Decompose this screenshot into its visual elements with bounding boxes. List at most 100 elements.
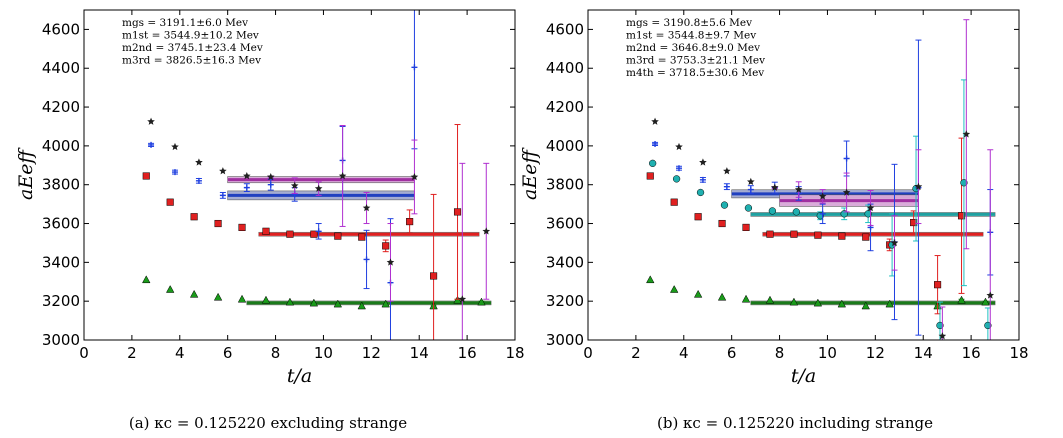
data-point bbox=[386, 258, 395, 266]
x-tick-label: 12 bbox=[866, 344, 885, 362]
data-point bbox=[357, 301, 366, 310]
chart-panel-a: 0 2 4 6 8 10 12 14 16 18 3000 3200 3400 3600 3800 4000 4… bbox=[15, 9, 525, 432]
data-point bbox=[189, 289, 199, 298]
data-point bbox=[148, 141, 155, 148]
data-point bbox=[333, 299, 343, 308]
x-tick-label: 2 bbox=[631, 344, 641, 362]
data-point bbox=[765, 295, 775, 304]
y-tick-label: 4200 bbox=[546, 98, 584, 116]
y-tick-label: 3200 bbox=[546, 292, 584, 310]
series-star bbox=[147, 117, 491, 340]
data-point bbox=[699, 158, 707, 166]
data-point bbox=[768, 207, 777, 215]
x-tick-label: 12 bbox=[362, 344, 381, 362]
caption-b: (b) κc = 0.125220 including strange bbox=[657, 414, 933, 432]
data-point bbox=[290, 181, 299, 189]
y-tick-label: 4400 bbox=[546, 59, 584, 77]
caption-a: (a) κc = 0.125220 excluding strange bbox=[129, 414, 407, 432]
x-tick-label: 8 bbox=[271, 344, 281, 362]
y-tick-label: 4000 bbox=[546, 137, 584, 155]
data-point bbox=[315, 228, 322, 235]
x-tick-label: 14 bbox=[410, 344, 429, 362]
data-point bbox=[243, 184, 250, 191]
data-point bbox=[430, 272, 438, 280]
y-tick-label: 4200 bbox=[42, 98, 80, 116]
data-point bbox=[362, 204, 371, 212]
mass-annotation: mgs = 3191.1±6.0 Mev bbox=[122, 17, 248, 29]
data-point bbox=[960, 179, 968, 187]
data-point bbox=[914, 182, 923, 190]
mass-annotation: m2nd = 3745.1±23.4 Mev bbox=[122, 42, 263, 54]
x-tick-label: 18 bbox=[1009, 344, 1028, 362]
mass-annotation: m1st = 3544.8±9.7 Mev bbox=[626, 30, 756, 42]
data-point bbox=[957, 212, 966, 220]
mass-annotation: m3rd = 3826.5±16.3 Mev bbox=[122, 55, 261, 67]
data-point bbox=[866, 204, 875, 212]
data-point bbox=[646, 275, 655, 284]
data-point bbox=[171, 169, 178, 176]
x-tick-label: 18 bbox=[505, 344, 524, 362]
data-point bbox=[885, 299, 894, 308]
data-point bbox=[309, 298, 319, 307]
data-point bbox=[262, 227, 270, 235]
data-point bbox=[696, 188, 705, 197]
y-tick-label: 3600 bbox=[42, 215, 80, 233]
data-point bbox=[842, 188, 851, 196]
data-point bbox=[694, 213, 702, 221]
y-tick-label: 3800 bbox=[546, 176, 584, 194]
data-point bbox=[363, 256, 370, 263]
data-point bbox=[458, 295, 467, 303]
data-point bbox=[789, 297, 799, 306]
mass-annotation: m3rd = 3753.3±21.1 Mev bbox=[626, 55, 765, 67]
data-point bbox=[766, 230, 774, 238]
series-square bbox=[646, 137, 966, 315]
data-point bbox=[814, 231, 822, 239]
y-tick-label: 3400 bbox=[42, 253, 80, 271]
fit-band-1 bbox=[258, 231, 480, 237]
data-point bbox=[338, 171, 347, 180]
mass-annotation: m2nd = 3646.8±9.0 Mev bbox=[626, 42, 760, 54]
x-tick-label: 0 bbox=[79, 344, 89, 362]
x-axis-label: t/a bbox=[791, 365, 816, 387]
mass-annotation: mgs = 3190.8±5.6 Mev bbox=[626, 17, 752, 29]
data-point bbox=[742, 223, 750, 231]
data-point bbox=[477, 297, 486, 306]
x-tick-label: 16 bbox=[962, 344, 981, 362]
x-tick-label: 4 bbox=[175, 344, 185, 362]
error-bar bbox=[411, 10, 418, 150]
data-point bbox=[770, 183, 779, 191]
y-tick-label: 3200 bbox=[42, 292, 80, 310]
y-tick-label: 4000 bbox=[42, 137, 80, 155]
data-point bbox=[790, 230, 798, 238]
data-point bbox=[675, 165, 682, 172]
data-point bbox=[166, 198, 174, 206]
data-point bbox=[837, 299, 847, 308]
data-point bbox=[675, 142, 683, 151]
data-point bbox=[981, 297, 990, 306]
data-point bbox=[984, 321, 992, 330]
y-tick-label: 4600 bbox=[546, 20, 584, 38]
series-plus bbox=[652, 39, 994, 336]
y-tick-label: 4600 bbox=[42, 20, 80, 38]
mass-annotation: m1st = 3544.9±10.2 Mev bbox=[122, 30, 259, 42]
data-point bbox=[243, 171, 251, 180]
x-tick-label: 6 bbox=[223, 344, 233, 362]
data-point bbox=[142, 172, 150, 180]
plot-area-a bbox=[142, 10, 492, 340]
data-point bbox=[672, 175, 681, 183]
data-point bbox=[818, 192, 827, 200]
data-point bbox=[266, 172, 275, 181]
data-point bbox=[219, 167, 227, 175]
data-point bbox=[238, 223, 246, 231]
data-point bbox=[723, 183, 730, 190]
data-point bbox=[986, 291, 995, 299]
data-point bbox=[747, 186, 754, 193]
data-point bbox=[861, 301, 870, 310]
data-point bbox=[165, 285, 175, 293]
data-point bbox=[310, 230, 318, 238]
data-point bbox=[406, 218, 414, 226]
data-point bbox=[410, 172, 419, 181]
x-tick-label: 8 bbox=[775, 344, 785, 362]
data-point bbox=[669, 285, 679, 293]
y-axis-label: aEeff bbox=[15, 147, 37, 200]
